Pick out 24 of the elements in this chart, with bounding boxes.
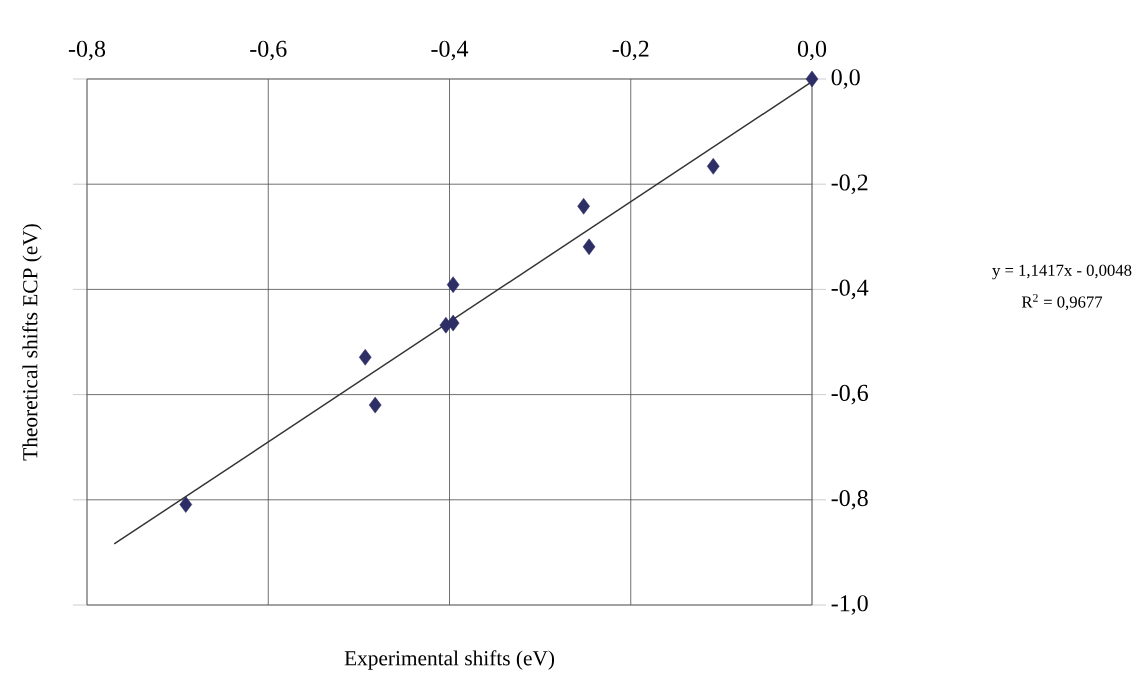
y-tick-label: -1,0 — [831, 595, 868, 615]
point — [368, 396, 382, 414]
x-tick-label: -0,8 — [68, 40, 106, 61]
point — [446, 276, 460, 293]
x-tick-label: -0,2 — [612, 40, 649, 61]
y-tick-label: -0,8 — [831, 489, 868, 510]
point — [582, 238, 596, 256]
x-tick-label: -0,6 — [250, 40, 287, 61]
point — [805, 70, 819, 88]
y-tick-label: 0,0 — [831, 69, 860, 89]
y-tick-label: -0,6 — [831, 384, 868, 405]
point — [706, 158, 720, 175]
point — [358, 348, 372, 366]
point — [446, 314, 460, 332]
y-tick-label: -0,2 — [831, 174, 868, 195]
text: y = 1,1417x - 0,0048 — [992, 264, 1132, 280]
x-axis-title: Experimental shifts (eV) — [344, 650, 555, 670]
y-axis-title: Theoretical shifts ECP (eV) — [22, 224, 42, 461]
x-tick-label: -0,4 — [431, 40, 469, 61]
x-tick-label: 0,0 — [797, 40, 827, 61]
point — [179, 496, 193, 513]
text: R$^{2}$ = 0,9677 — [1021, 293, 1103, 311]
point — [577, 198, 590, 215]
y-tick-label: -0,4 — [831, 279, 869, 300]
